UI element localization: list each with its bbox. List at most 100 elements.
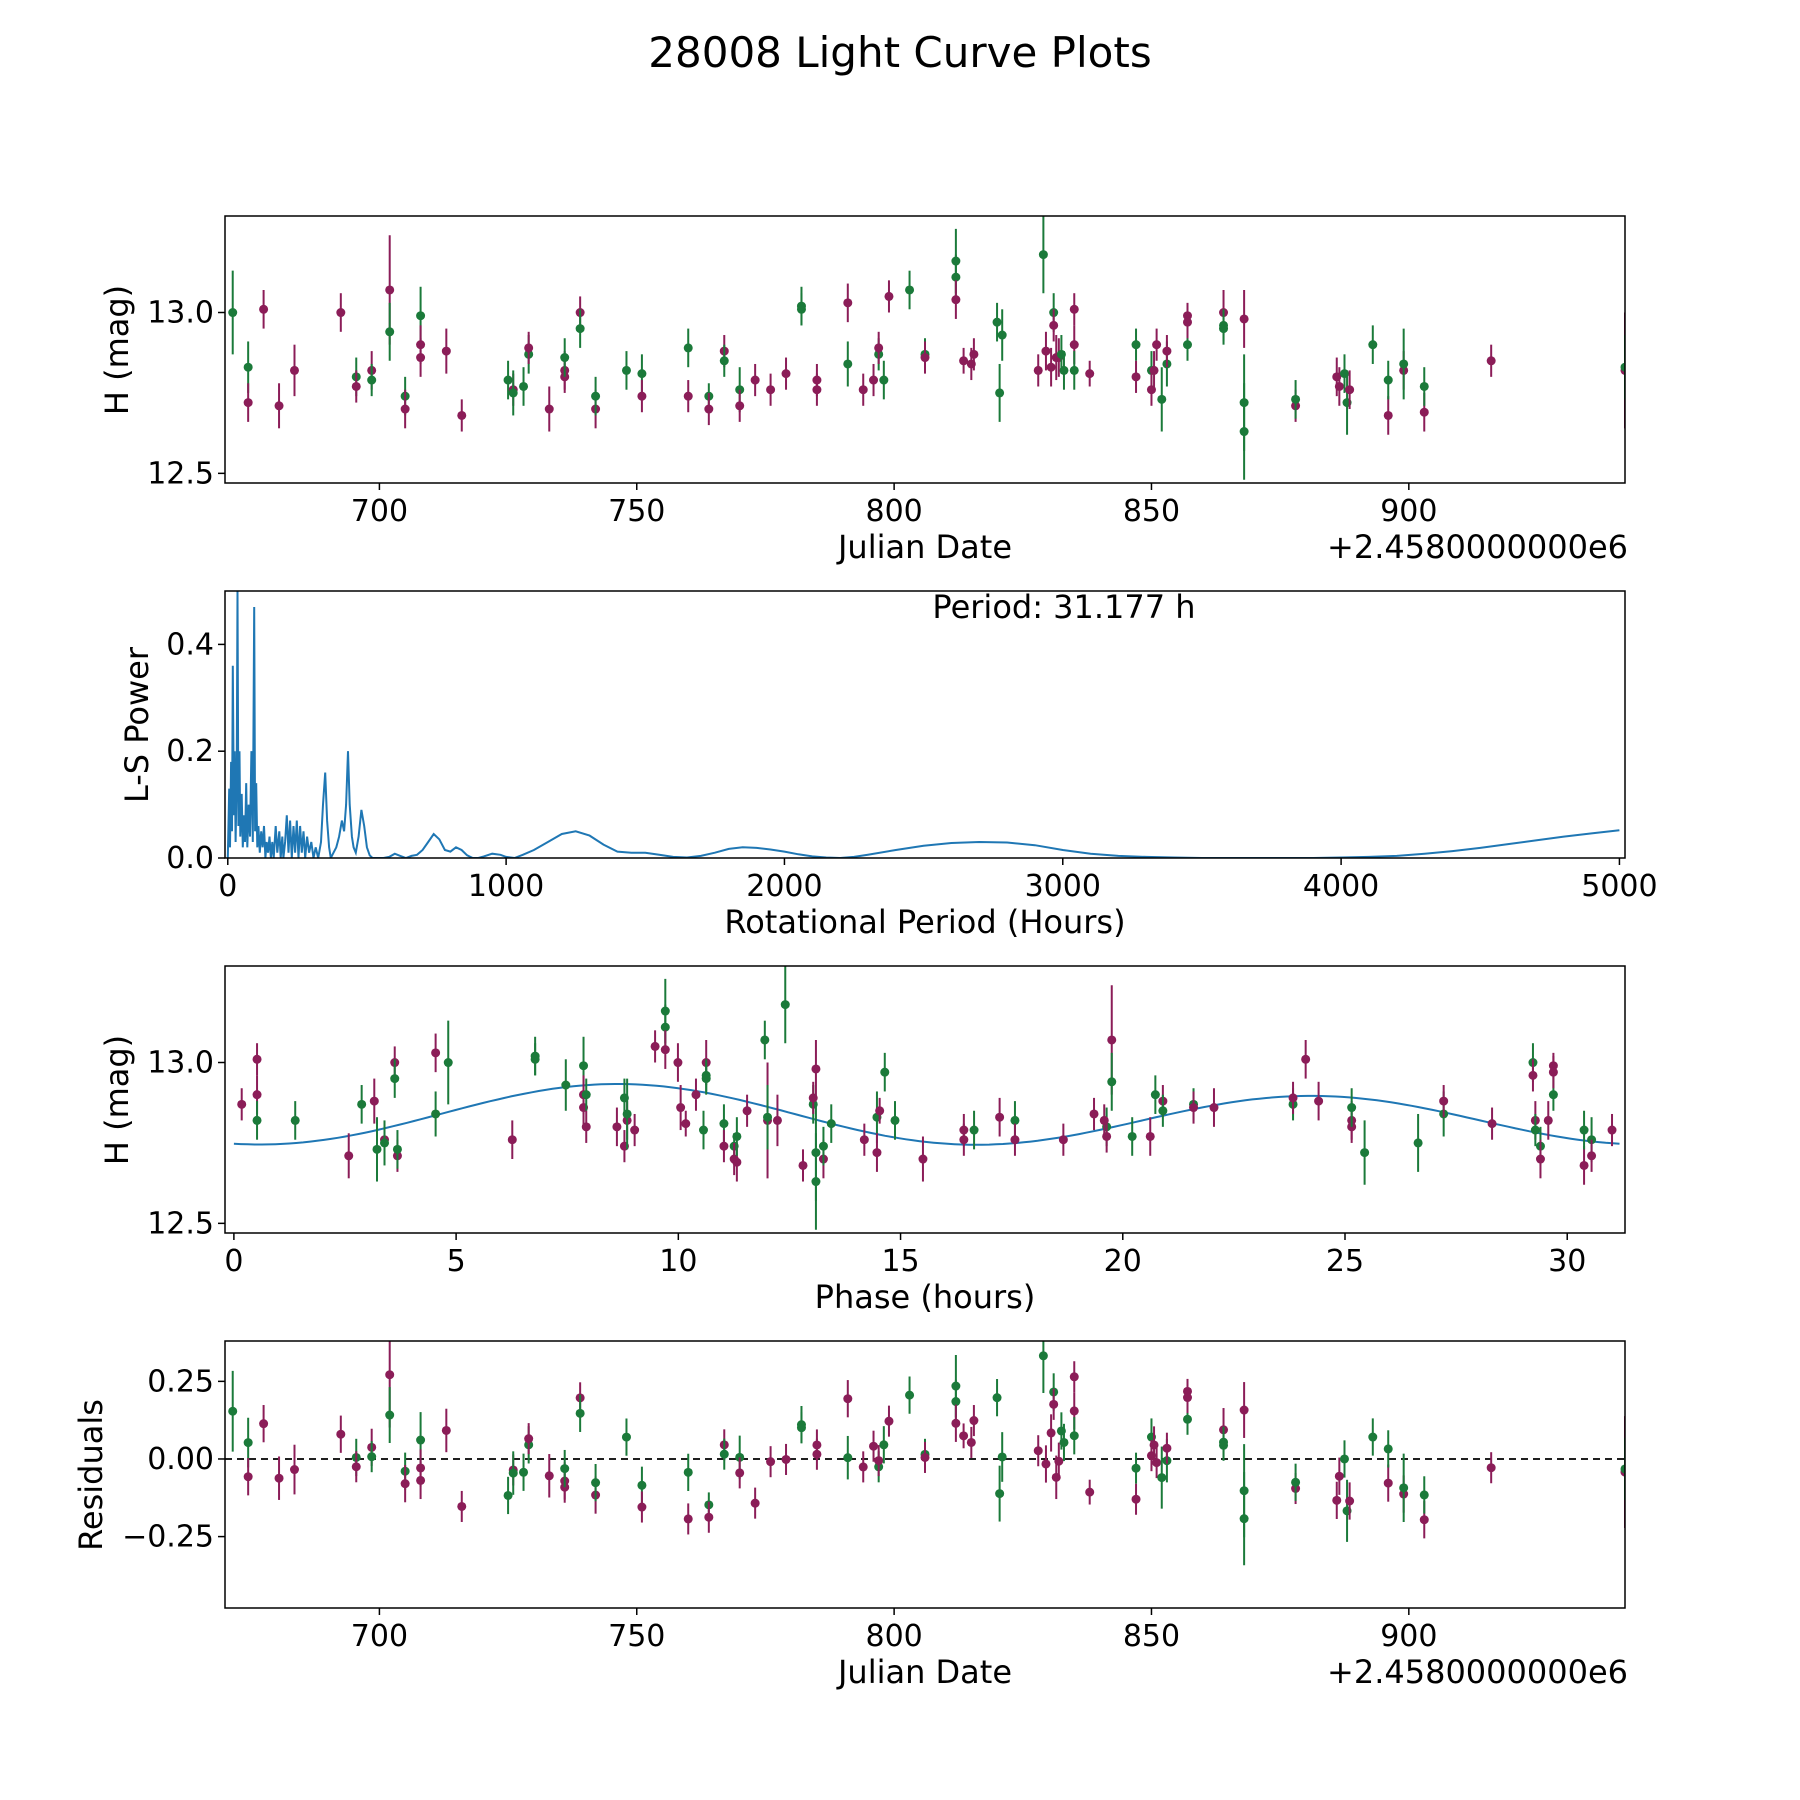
- data-point: [457, 1501, 467, 1511]
- offset-label-1: +2.4580000000e6: [1327, 528, 1628, 566]
- data-point: [691, 1090, 701, 1100]
- data-point: [1345, 385, 1355, 395]
- offset-label-4: +2.4580000000e6: [1327, 1653, 1628, 1691]
- data-point: [1535, 1154, 1545, 1164]
- data-point: [344, 1151, 354, 1161]
- data-point: [1058, 1135, 1068, 1145]
- data-point: [880, 1067, 890, 1077]
- data-point: [560, 353, 570, 363]
- data-point: [1099, 1115, 1109, 1125]
- panel-residuals: +2.4580000000e6 Julian Date Residuals 70…: [72, 1340, 1628, 1691]
- data-point: [503, 1490, 513, 1500]
- data-point: [351, 381, 361, 391]
- x-tick-label: 5: [447, 1244, 466, 1279]
- data-point: [252, 1090, 262, 1100]
- data-point: [259, 1419, 269, 1429]
- y-tick-label: 12.5: [147, 456, 214, 491]
- data-point: [1145, 1131, 1155, 1141]
- data-point: [905, 1390, 915, 1400]
- data-point: [560, 1464, 570, 1474]
- data-point: [1069, 1431, 1079, 1441]
- data-point: [380, 1138, 390, 1148]
- data-point: [431, 1109, 441, 1119]
- data-point: [1239, 427, 1249, 437]
- data-point: [875, 1106, 885, 1116]
- data-point: [951, 295, 961, 305]
- data-point: [995, 388, 1005, 398]
- x-tick-label: 900: [1380, 1619, 1437, 1654]
- data-point: [1419, 1515, 1429, 1525]
- data-point: [508, 1468, 518, 1478]
- data-point: [1089, 1109, 1099, 1119]
- data-point: [879, 1440, 889, 1450]
- data-point: [1219, 1440, 1229, 1450]
- data-point: [237, 1099, 247, 1109]
- data-point: [1085, 1487, 1095, 1497]
- y-tick-label: 13.0: [147, 1046, 214, 1081]
- data-point: [1439, 1096, 1449, 1106]
- data-point: [581, 1090, 591, 1100]
- data-point: [1399, 359, 1409, 369]
- data-point: [400, 1479, 410, 1489]
- data-point: [561, 1080, 571, 1090]
- data-point: [742, 1106, 752, 1116]
- data-point: [1579, 1160, 1589, 1170]
- data-point: [750, 375, 760, 385]
- data-point: [1131, 372, 1141, 382]
- data-point: [1189, 1103, 1199, 1113]
- data-point: [591, 1478, 601, 1488]
- data-point: [766, 1457, 776, 1467]
- y-tick-label: 0.4: [166, 627, 214, 662]
- data-point: [1038, 1351, 1048, 1361]
- data-point: [1530, 1125, 1540, 1135]
- data-point: [524, 343, 534, 353]
- data-point: [1487, 1119, 1497, 1129]
- data-point: [959, 356, 969, 366]
- data-point: [997, 1452, 1007, 1462]
- data-point: [336, 308, 346, 318]
- data-point: [637, 391, 647, 401]
- data-point: [228, 1406, 238, 1416]
- data-point: [843, 1453, 853, 1463]
- y-tick-label: −0.25: [122, 1520, 214, 1555]
- panel-light-curve: +2.4580000000e6 Julian Date H (mag) 700 7…: [98, 215, 1628, 566]
- data-point: [1049, 320, 1059, 330]
- data-point: [630, 1125, 640, 1135]
- data-point: [612, 1122, 622, 1132]
- data-point: [781, 1454, 791, 1464]
- xlabel-3: Phase (hours): [815, 1278, 1036, 1316]
- data-point: [243, 398, 253, 408]
- data-point: [781, 369, 791, 379]
- x-tick-label: 850: [1123, 494, 1180, 529]
- data-point: [1383, 375, 1393, 385]
- data-point: [1131, 340, 1141, 350]
- data-point: [920, 353, 930, 363]
- ylabel-3: H (mag): [98, 1035, 136, 1165]
- data-point: [390, 1074, 400, 1084]
- data-point: [622, 1109, 632, 1119]
- data-point: [544, 404, 554, 414]
- data-point: [811, 1177, 821, 1187]
- data-point: [290, 1115, 300, 1125]
- data-point: [879, 375, 889, 385]
- periodogram-line: [226, 591, 1620, 858]
- data-point: [274, 1473, 284, 1483]
- data-point: [812, 385, 822, 395]
- data-point: [441, 1425, 451, 1435]
- data-point: [843, 1394, 853, 1404]
- data-point: [1041, 346, 1051, 356]
- x-tick-label: 750: [608, 1619, 665, 1654]
- x-tick-label: 15: [881, 1244, 919, 1279]
- data-point: [1059, 365, 1069, 375]
- x-tick-label: 0: [224, 1244, 243, 1279]
- data-point: [1486, 1463, 1496, 1473]
- data-point: [431, 1048, 441, 1058]
- data-point: [732, 1157, 742, 1167]
- data-point: [951, 1397, 961, 1407]
- data-point: [1219, 324, 1229, 334]
- data-point: [1157, 394, 1167, 404]
- data-point: [1360, 1148, 1370, 1158]
- x-tick-label: 1000: [468, 869, 544, 904]
